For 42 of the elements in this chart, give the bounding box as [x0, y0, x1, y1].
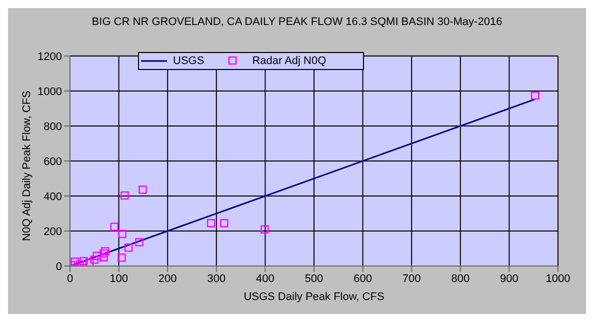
y-tick-label: 400: [44, 190, 62, 203]
y-tick-label: 800: [44, 120, 62, 133]
point: [90, 256, 98, 264]
x-tick-label: 400: [256, 272, 274, 285]
legend-label: USGS: [172, 55, 204, 67]
x-tick-label: 600: [354, 272, 372, 285]
y-tick-label: 1000: [38, 86, 62, 98]
point: [101, 247, 110, 256]
point: [100, 253, 108, 262]
point: [100, 249, 108, 258]
y-axis-title: N0Q Adj Daily Peak Flow, CFS: [20, 90, 33, 241]
point: [138, 186, 147, 194]
point: [92, 252, 101, 260]
point: [118, 230, 126, 238]
point: [118, 254, 126, 262]
x-tick-label: 100: [110, 272, 128, 285]
x-tick-label: 300: [207, 272, 226, 285]
x-tick-label: 200: [158, 272, 177, 285]
x-tick-label: 800: [451, 272, 470, 285]
point: [220, 219, 228, 228]
point: [85, 258, 94, 266]
point: [530, 91, 540, 100]
y-tick-label: 0: [56, 260, 62, 273]
x-tick-label: 900: [500, 272, 518, 285]
point: [80, 257, 88, 266]
point: [260, 225, 269, 234]
point: [135, 238, 144, 246]
y-tick-label: 1200: [38, 50, 62, 63]
x-tick-label: 500: [304, 272, 324, 285]
x-tick-label: 0: [66, 272, 74, 285]
y-tick-label: 600: [44, 156, 62, 168]
x-tick-label: 1000: [546, 272, 570, 285]
point: [120, 191, 129, 200]
point: [70, 258, 79, 266]
chart-title: BIG CR NR GROVELAND, CA DAILY PEAK FLOW 16.3 SQMI BASIN 30-May-2016: [90, 16, 504, 28]
point: [110, 222, 119, 231]
x-tick-label: 700: [402, 272, 421, 285]
point: [206, 219, 216, 228]
legend-label: Radar Adj N0Q: [251, 55, 326, 67]
x-axis-title: USGS Daily Peak Flow, CFS: [244, 291, 384, 303]
y-tick-label: 200: [44, 226, 62, 238]
point: [124, 244, 133, 252]
